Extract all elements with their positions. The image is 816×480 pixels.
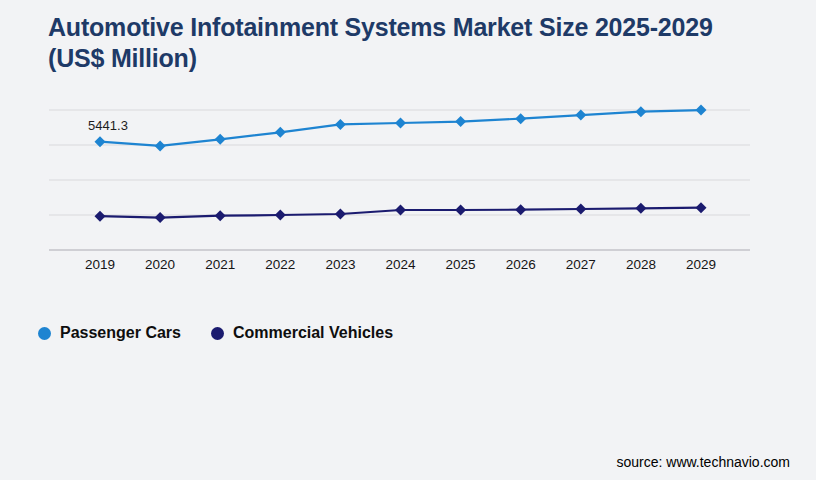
legend-item-commercial-vehicles[interactable]: Commercial Vehicles: [211, 324, 393, 342]
legend-dot-commercial-vehicles-icon: [211, 327, 224, 340]
marker-passenger-cars-2022[interactable]: [275, 127, 286, 138]
legend-label: Commercial Vehicles: [233, 324, 393, 342]
x-axis-label: 2023: [325, 257, 355, 272]
legend-dot-passenger-cars-icon: [38, 327, 51, 340]
marker-commercial-vehicles-2023[interactable]: [335, 208, 346, 219]
source-attribution: source: www.technavio.com: [616, 454, 790, 470]
marker-commercial-vehicles-2019[interactable]: [95, 211, 106, 222]
x-axis-label: 2027: [566, 257, 596, 272]
data-label: 5441.3: [88, 118, 128, 133]
marker-passenger-cars-2020[interactable]: [155, 140, 166, 151]
legend-label: Passenger Cars: [60, 324, 181, 342]
marker-commercial-vehicles-2024[interactable]: [395, 204, 406, 215]
marker-passenger-cars-2019[interactable]: [95, 136, 106, 147]
chart-legend: Passenger Cars Commercial Vehicles: [38, 324, 393, 342]
marker-commercial-vehicles-2025[interactable]: [455, 204, 466, 215]
marker-commercial-vehicles-2026[interactable]: [515, 204, 526, 215]
marker-commercial-vehicles-2027[interactable]: [575, 203, 586, 214]
marker-commercial-vehicles-2028[interactable]: [635, 203, 646, 214]
marker-commercial-vehicles-2020[interactable]: [155, 212, 166, 223]
x-axis-label: 2020: [145, 257, 175, 272]
x-axis-label: 2028: [626, 257, 656, 272]
market-size-line-chart: 5441.3 2019 2020 2021 2022 2023 2024 2025 2026 20…: [0, 0, 816, 300]
marker-passenger-cars-2028[interactable]: [635, 106, 646, 117]
x-axis-label: 2022: [265, 257, 295, 272]
marker-commercial-vehicles-2022[interactable]: [275, 209, 286, 220]
x-axis-label: 2026: [506, 257, 536, 272]
x-axis-label: 2019: [85, 257, 115, 272]
marker-passenger-cars-2025[interactable]: [455, 116, 466, 127]
marker-passenger-cars-2023[interactable]: [335, 119, 346, 130]
marker-passenger-cars-2029[interactable]: [696, 105, 707, 116]
x-axis-label: 2024: [385, 257, 416, 272]
marker-passenger-cars-2021[interactable]: [215, 134, 226, 145]
x-axis-label: 2021: [205, 257, 235, 272]
marker-passenger-cars-2026[interactable]: [515, 113, 526, 124]
marker-commercial-vehicles-2029[interactable]: [696, 202, 707, 213]
x-axis-label: 2025: [446, 257, 476, 272]
marker-commercial-vehicles-2021[interactable]: [215, 210, 226, 221]
legend-item-passenger-cars[interactable]: Passenger Cars: [38, 324, 181, 342]
marker-passenger-cars-2027[interactable]: [575, 110, 586, 121]
x-axis-label: 2029: [686, 257, 716, 272]
marker-passenger-cars-2024[interactable]: [395, 118, 406, 129]
